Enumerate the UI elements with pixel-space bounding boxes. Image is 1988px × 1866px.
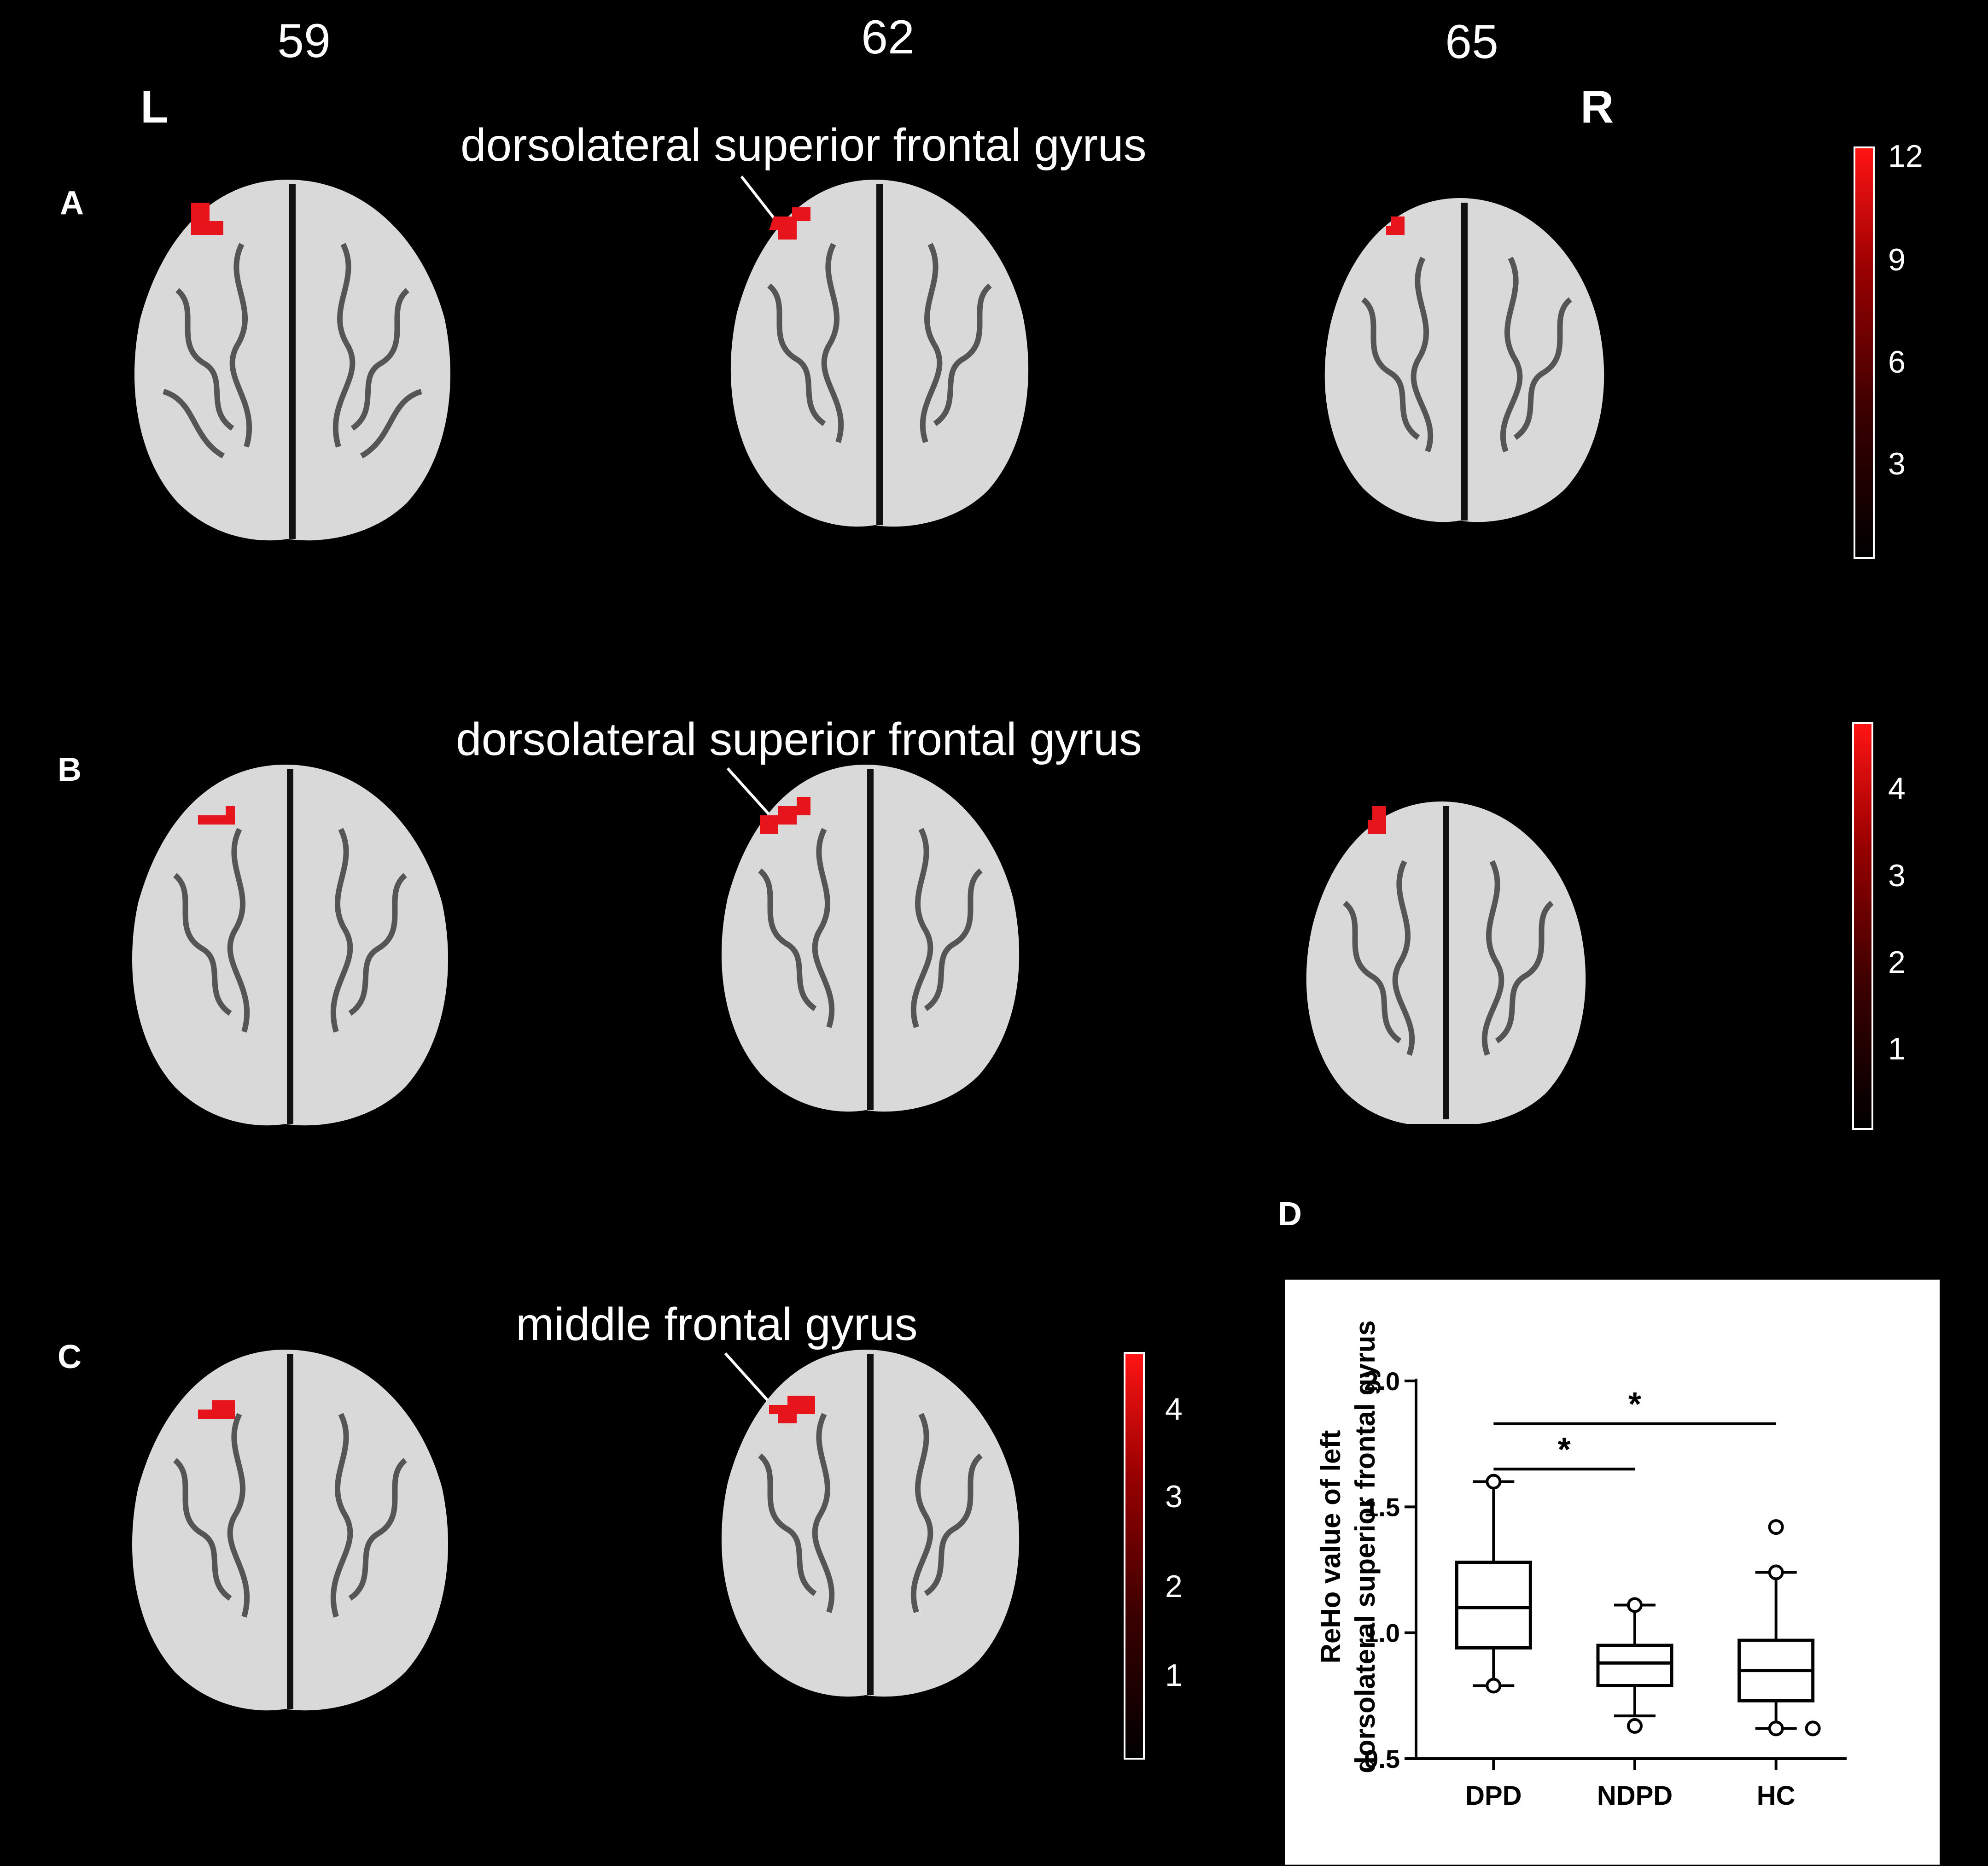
- colorbar-b-tick: 1: [1888, 1031, 1906, 1066]
- region-label-a: dorsolateral superior frontal gyrus: [461, 119, 1147, 171]
- reho-boxplot: ReHo value of left dorsolateral superior…: [1285, 1280, 1940, 1865]
- colorbar-a-tick: 12: [1888, 139, 1923, 174]
- y-tick-label: 2.0: [1364, 1367, 1400, 1396]
- colorbar-a-tick: 9: [1888, 242, 1906, 277]
- slice-label-65: 65: [1445, 15, 1498, 69]
- significance-star: *: [1628, 1386, 1641, 1423]
- colorbar-a-tick: 3: [1888, 446, 1906, 481]
- left-hemisphere-label: L: [140, 81, 169, 133]
- colorbar-c-tick: 2: [1165, 1569, 1183, 1604]
- panel-label-c: C: [58, 1339, 82, 1375]
- y-axis-label-line2: dorsolateral superior frontal gyrus: [1350, 1320, 1381, 1773]
- brain-slice-a-59: [134, 180, 451, 541]
- brain-slice-c-59: [132, 1350, 449, 1711]
- colorbar-a: [1854, 146, 1875, 559]
- colorbar-c: [1124, 1352, 1145, 1760]
- box-dpd: [1455, 1561, 1532, 1650]
- brain-slice-b-59: [132, 765, 449, 1126]
- colorbar-b: [1852, 722, 1873, 1130]
- colorbar-c-tick: 3: [1165, 1479, 1183, 1514]
- brain-slice-c-62: [721, 1350, 1020, 1697]
- outlier-point: [1805, 1720, 1821, 1737]
- outlier-point: [1627, 1718, 1643, 1734]
- brain-slice-b-62: [721, 765, 1020, 1112]
- brain-slice-b-65: [1306, 801, 1586, 1124]
- y-tick-label: 0.5: [1364, 1744, 1400, 1773]
- panel-label-b: B: [58, 751, 82, 788]
- outlier-point: [1627, 1597, 1643, 1613]
- colorbar-a-tick: 6: [1888, 345, 1906, 380]
- brain-slice-a-62: [730, 180, 1029, 527]
- outlier-point: [1768, 1720, 1784, 1737]
- colorbar-c-tick: 1: [1165, 1658, 1183, 1693]
- x-tick-label: DPD: [1465, 1781, 1522, 1811]
- x-tick-label: NDPD: [1597, 1781, 1673, 1811]
- y-tick-label: 1.0: [1364, 1619, 1400, 1648]
- box-ndpd: [1596, 1644, 1673, 1687]
- outlier-point: [1768, 1519, 1784, 1535]
- slice-label-59: 59: [277, 14, 331, 68]
- significance-star: *: [1558, 1431, 1571, 1468]
- region-label-c: middle frontal gyrus: [516, 1299, 918, 1350]
- y-axis-label-line1: ReHo value of left: [1315, 1430, 1346, 1664]
- colorbar-b-tick: 3: [1888, 858, 1906, 893]
- x-tick-label: HC: [1757, 1781, 1796, 1811]
- outlier-point: [1768, 1564, 1784, 1580]
- region-label-b: dorsolateral superior frontal gyrus: [456, 714, 1142, 765]
- panel-label-d: D: [1278, 1196, 1302, 1233]
- y-tick-label: 1.5: [1364, 1492, 1400, 1521]
- right-hemisphere-label: R: [1580, 81, 1614, 133]
- brain-slice-a-65: [1324, 198, 1604, 522]
- colorbar-b-tick: 4: [1888, 771, 1906, 806]
- colorbar-c-tick: 4: [1165, 1392, 1183, 1427]
- panel-label-a: A: [60, 185, 84, 222]
- colorbar-b-tick: 2: [1888, 945, 1906, 980]
- slice-label-62: 62: [861, 11, 915, 64]
- outlier-point: [1486, 1474, 1502, 1490]
- outlier-point: [1486, 1678, 1502, 1694]
